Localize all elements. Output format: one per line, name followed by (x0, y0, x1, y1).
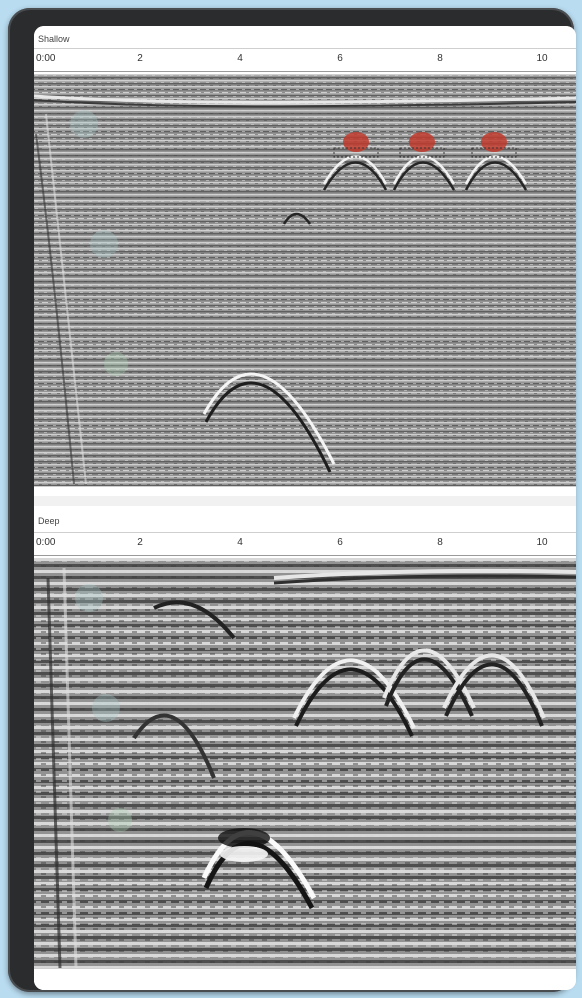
device-frame: Shallow 0:00 2 4 6 8 10 (8, 8, 576, 992)
ruler-tick: 4 (237, 537, 243, 548)
app-screen: Shallow 0:00 2 4 6 8 10 (34, 26, 576, 990)
ruler-tick: 2 (137, 53, 143, 64)
deep-panel-footer (34, 968, 576, 989)
deep-distance-ruler: 0:00 2 4 6 8 10 (34, 532, 576, 556)
ruler-tick: 0:00 (36, 53, 56, 64)
shallow-panel: Shallow 0:00 2 4 6 8 10 (34, 26, 576, 507)
panel-divider (34, 496, 576, 506)
target-marker[interactable] (471, 132, 517, 158)
shallow-distance-ruler: 0:00 2 4 6 8 10 (34, 48, 576, 72)
ruler-tick: 8 (437, 53, 443, 64)
ruler-tick: 6 (337, 53, 343, 64)
ruler-tick: 0:00 (36, 537, 56, 548)
ruler-tick: 2 (137, 537, 143, 548)
ruler-tick: 10 (536, 53, 548, 64)
ruler-tick: 8 (437, 537, 443, 548)
shallow-panel-label: Shallow (38, 34, 70, 44)
ruler-tick: 10 (536, 537, 548, 548)
target-marker[interactable] (333, 132, 379, 158)
deep-panel: Deep 0:00 2 4 6 8 10 (34, 506, 576, 990)
target-marker[interactable] (399, 132, 445, 158)
deep-radargram[interactable] (34, 558, 576, 968)
deep-panel-label: Deep (38, 516, 60, 526)
shallow-radargram[interactable] (34, 74, 576, 486)
ruler-tick: 4 (237, 53, 243, 64)
ruler-tick: 6 (337, 537, 343, 548)
